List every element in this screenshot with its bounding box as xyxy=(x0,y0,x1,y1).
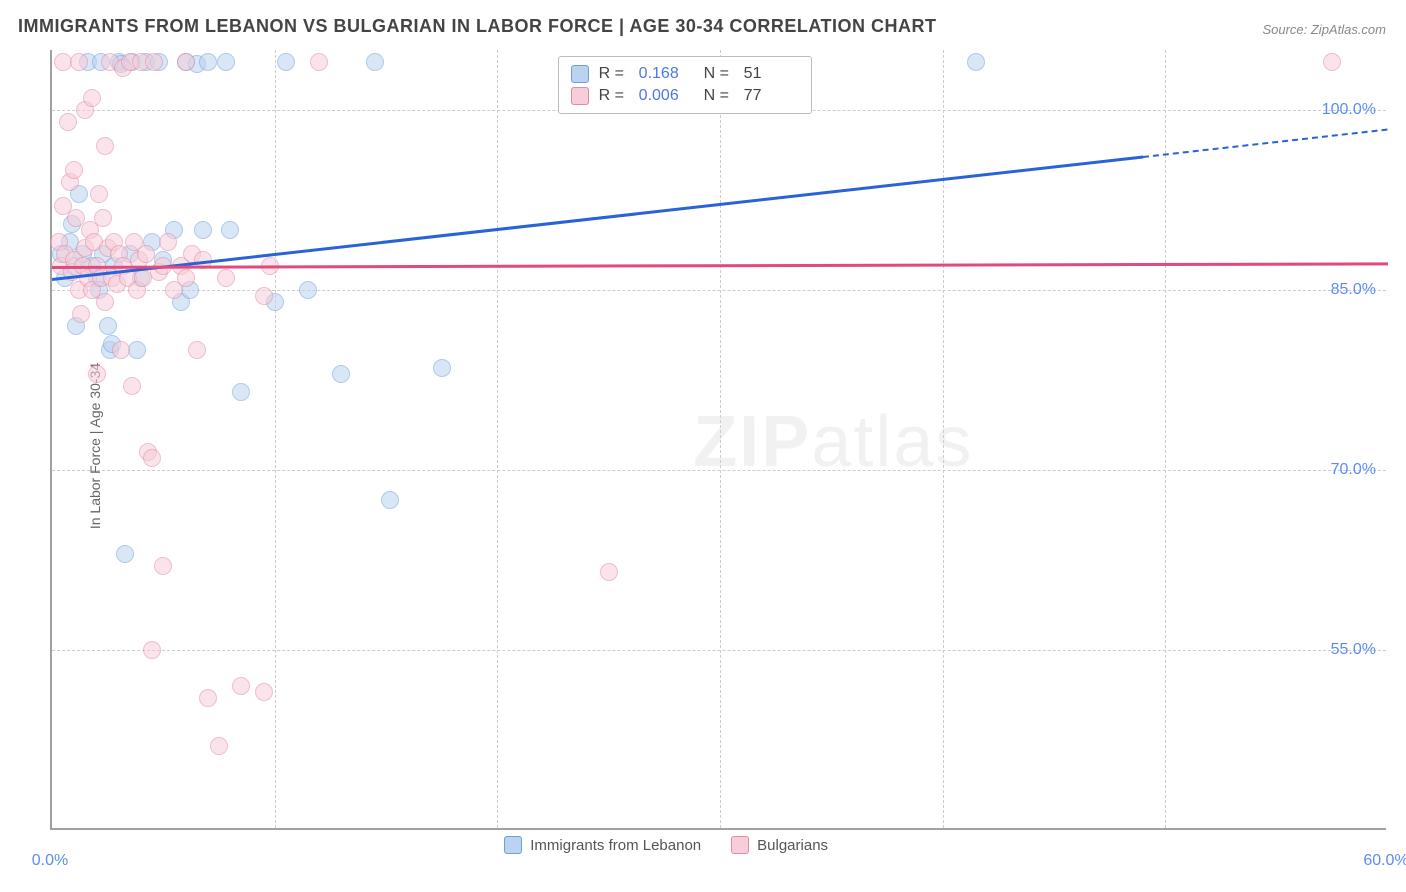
scatter-point xyxy=(967,53,985,71)
scatter-point xyxy=(600,563,618,581)
scatter-point xyxy=(277,53,295,71)
correlation-legend-row: R = 0.006 N = 77 xyxy=(571,85,799,107)
scatter-point xyxy=(210,737,228,755)
series-legend-item: Immigrants from Lebanon xyxy=(504,836,701,854)
legend-swatch xyxy=(571,65,589,83)
legend-swatch xyxy=(571,87,589,105)
scatter-point xyxy=(116,545,134,563)
source-prefix: Source: xyxy=(1262,22,1310,37)
series-legend-label: Bulgarians xyxy=(757,837,828,854)
scatter-point xyxy=(143,449,161,467)
scatter-point xyxy=(94,209,112,227)
scatter-point xyxy=(232,677,250,695)
legend-r-value: 0.006 xyxy=(639,87,694,105)
scatter-point xyxy=(255,287,273,305)
scatter-point xyxy=(310,53,328,71)
scatter-point xyxy=(143,641,161,659)
x-tick-label: 60.0% xyxy=(1363,852,1406,870)
scatter-point xyxy=(381,491,399,509)
y-tick-label: 85.0% xyxy=(1331,281,1376,299)
legend-r-label: R = xyxy=(599,65,629,83)
series-legend-label: Immigrants from Lebanon xyxy=(530,837,701,854)
gridline-vertical xyxy=(1165,50,1166,828)
scatter-point xyxy=(177,269,195,287)
scatter-point xyxy=(188,341,206,359)
trend-line-dashed xyxy=(1143,128,1388,157)
scatter-point xyxy=(217,269,235,287)
scatter-point xyxy=(90,185,108,203)
scatter-point xyxy=(366,53,384,71)
scatter-point xyxy=(217,53,235,71)
scatter-point xyxy=(159,233,177,251)
legend-n-label: N = xyxy=(704,87,734,105)
scatter-point xyxy=(59,113,77,131)
source-name: ZipAtlas.com xyxy=(1311,22,1386,37)
chart-plot-area: ZIPatlas 55.0%70.0%85.0%100.0% xyxy=(50,50,1386,830)
legend-n-label: N = xyxy=(704,65,734,83)
y-tick-label: 100.0% xyxy=(1322,101,1376,119)
scatter-point xyxy=(232,383,250,401)
scatter-point xyxy=(194,221,212,239)
scatter-point xyxy=(72,305,90,323)
scatter-point xyxy=(83,89,101,107)
scatter-point xyxy=(99,317,117,335)
legend-swatch xyxy=(504,836,522,854)
scatter-point xyxy=(177,53,195,71)
gridline-horizontal xyxy=(52,290,1386,291)
y-tick-label: 70.0% xyxy=(1331,461,1376,479)
scatter-point xyxy=(96,293,114,311)
gridline-vertical xyxy=(943,50,944,828)
correlation-legend-row: R = 0.168 N = 51 xyxy=(571,63,799,85)
scatter-point xyxy=(96,137,114,155)
x-tick-label: 0.0% xyxy=(32,852,68,870)
source-attribution: Source: ZipAtlas.com xyxy=(1262,22,1386,37)
scatter-point xyxy=(199,689,217,707)
scatter-point xyxy=(137,245,155,263)
scatter-point xyxy=(221,221,239,239)
scatter-point xyxy=(199,53,217,71)
scatter-point xyxy=(299,281,317,299)
scatter-point xyxy=(128,341,146,359)
gridline-vertical xyxy=(497,50,498,828)
gridline-vertical xyxy=(720,50,721,828)
scatter-point xyxy=(433,359,451,377)
scatter-point xyxy=(112,341,130,359)
legend-swatch xyxy=(731,836,749,854)
series-legend: Immigrants from Lebanon Bulgarians xyxy=(504,836,828,854)
legend-n-value: 51 xyxy=(744,65,799,83)
gridline-horizontal xyxy=(52,470,1386,471)
legend-r-label: R = xyxy=(599,87,629,105)
gridline-vertical xyxy=(275,50,276,828)
series-legend-item: Bulgarians xyxy=(731,836,828,854)
scatter-point xyxy=(88,365,106,383)
scatter-point xyxy=(1323,53,1341,71)
trend-line xyxy=(52,156,1143,281)
scatter-point xyxy=(70,53,88,71)
scatter-point xyxy=(255,683,273,701)
legend-r-value: 0.168 xyxy=(639,65,694,83)
scatter-point xyxy=(65,161,83,179)
scatter-point xyxy=(154,557,172,575)
y-tick-label: 55.0% xyxy=(1331,641,1376,659)
scatter-point xyxy=(123,377,141,395)
chart-title: IMMIGRANTS FROM LEBANON VS BULGARIAN IN … xyxy=(18,16,937,37)
scatter-point xyxy=(145,53,163,71)
scatter-point xyxy=(332,365,350,383)
gridline-horizontal xyxy=(52,650,1386,651)
correlation-legend: R = 0.168 N = 51 R = 0.006 N = 77 xyxy=(558,56,812,114)
legend-n-value: 77 xyxy=(744,87,799,105)
